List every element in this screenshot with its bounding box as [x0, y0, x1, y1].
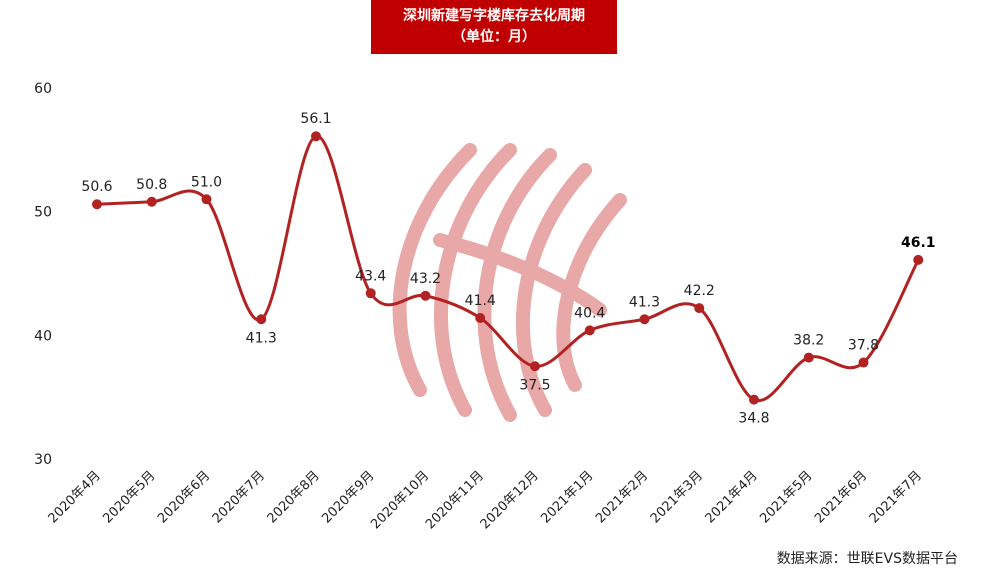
data-label: 41.4 [465, 293, 496, 309]
y-axis: 30 40 50 60 [34, 81, 52, 468]
data-point [530, 361, 540, 372]
x-tick-label: 2021年6月 [812, 468, 870, 526]
data-point [803, 352, 814, 363]
data-label: 51.0 [191, 174, 222, 190]
data-label: 50.8 [136, 177, 167, 193]
x-tick-label: 2020年8月 [265, 468, 323, 526]
data-point [913, 254, 924, 265]
data-point [420, 290, 431, 301]
data-label: 43.2 [410, 271, 441, 287]
data-label: 43.4 [355, 268, 386, 284]
data-point [146, 196, 157, 207]
watermark-stripe [392, 143, 477, 397]
x-tick-label: 2021年5月 [757, 468, 815, 526]
x-tick-label: 2021年3月 [648, 468, 706, 526]
watermark-logo [392, 143, 627, 422]
data-label: 41.3 [246, 330, 277, 346]
data-label: 37.5 [519, 377, 550, 393]
x-tick-label: 2021年7月 [867, 468, 925, 526]
data-label: 50.6 [81, 179, 112, 195]
x-tick-label: 2021年4月 [703, 468, 761, 526]
chart-title: 深圳新建写字楼库存去化周期 [403, 8, 585, 24]
data-point [639, 314, 650, 325]
data-point [201, 194, 212, 205]
x-tick-label: 2021年2月 [593, 468, 651, 526]
y-tick-label: 40 [34, 328, 52, 344]
data-label: 38.2 [793, 333, 824, 349]
data-point [694, 303, 705, 314]
data-point [365, 288, 376, 299]
data-label: 41.3 [629, 294, 660, 310]
watermark-stripe [556, 193, 627, 392]
data-label: 37.8 [848, 338, 879, 354]
x-axis: 2020年4月2020年5月2020年6月2020年7月2020年8月2020年… [46, 468, 925, 532]
data-point [858, 357, 869, 368]
data-label: 42.2 [684, 283, 715, 299]
data-points [92, 131, 924, 405]
y-tick-label: 50 [34, 205, 52, 221]
watermark-stripe [477, 148, 557, 422]
x-tick-label: 2020年6月 [155, 468, 213, 526]
data-label: 46.1 [901, 235, 936, 251]
data-point [256, 314, 267, 325]
watermark-stripe [515, 163, 592, 417]
data-label: 40.4 [574, 305, 605, 321]
x-tick-label: 2020年7月 [210, 468, 268, 526]
watermark-band [433, 233, 607, 317]
data-point [475, 313, 486, 324]
data-point [749, 394, 759, 405]
y-tick-label: 30 [34, 452, 52, 468]
data-point [311, 131, 321, 142]
source-note: 数据来源：世联EVS数据平台 [776, 551, 958, 567]
x-tick-label: 2020年12月 [478, 468, 542, 532]
data-point [92, 199, 102, 210]
data-label: 56.1 [300, 111, 331, 127]
data-label: 34.8 [738, 411, 769, 427]
x-tick-label: 2021年1月 [538, 468, 596, 526]
data-labels: 50.6 50.8 51.0 41.3 56.1 43.4 43.2 41.4 37.5 40.4… [81, 111, 935, 426]
x-tick-label: 2020年5月 [100, 468, 158, 526]
chart-title-box: 深圳新建写字楼库存去化周期 （单位：月） [371, 0, 617, 54]
x-tick-label: 2020年9月 [319, 468, 377, 526]
watermark-stripe [434, 143, 517, 417]
chart-subtitle: （单位：月） [452, 29, 536, 45]
y-tick-label: 60 [34, 81, 52, 97]
data-point [584, 325, 595, 336]
x-tick-label: 2020年4月 [46, 468, 104, 526]
